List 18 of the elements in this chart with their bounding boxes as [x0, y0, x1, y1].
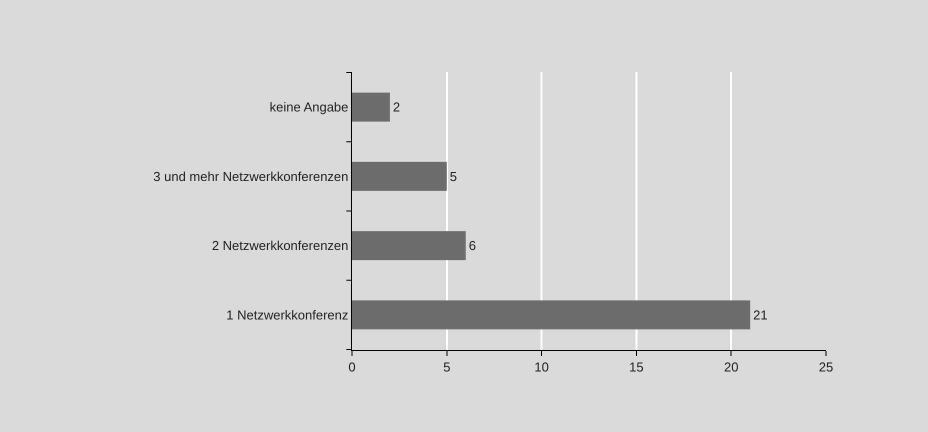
y-tick-label: 3 und mehr Netzwerkkonferenzen — [153, 168, 348, 184]
y-tick-label: 1 Netzwerkkonferenz — [226, 307, 348, 322]
y-tick-label: 2 Netzwerkkonferenzen — [212, 238, 348, 254]
data-label: 5 — [450, 168, 458, 184]
data-label: 21 — [753, 307, 768, 322]
data-label: 6 — [468, 238, 476, 254]
x-tick-label: 0 — [348, 360, 356, 375]
data-label: 2 — [392, 100, 400, 115]
x-tick-label: 20 — [724, 360, 738, 375]
x-tick-label: 10 — [534, 360, 549, 375]
x-tick-label: 5 — [443, 360, 450, 375]
x-tick-label: 25 — [818, 360, 834, 375]
bar — [352, 92, 390, 122]
y-tick-label: keine Angabe — [270, 100, 348, 115]
x-tick-label: 15 — [629, 360, 644, 375]
bar — [352, 300, 750, 330]
bar — [352, 162, 447, 191]
bar — [352, 231, 466, 260]
